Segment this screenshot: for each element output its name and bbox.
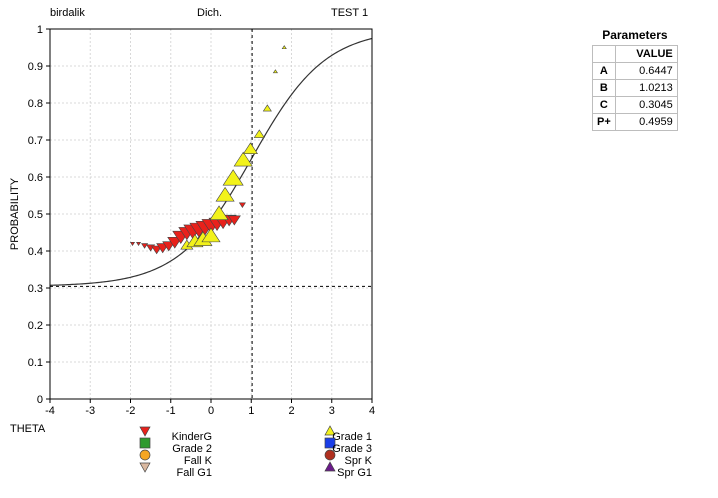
corner-cell [592, 45, 616, 63]
data-point-grade-1 [253, 129, 265, 138]
param-label: P+ [592, 113, 616, 131]
triangle-up-marker-icon [324, 461, 336, 476]
x-tick-label: -1 [166, 405, 176, 417]
header-right: TEST 1 [331, 7, 369, 19]
legend-label: Spr G1 [337, 467, 372, 479]
data-point-grade-1 [201, 227, 221, 243]
legend-label: Spr K [344, 455, 372, 467]
parameters-table: Parameters VALUE A 0.6447 B 1.0213 C 0.3… [592, 27, 678, 131]
y-tick-label: 0.7 [28, 135, 43, 147]
data-points [129, 45, 287, 255]
legend-label: Fall G1 [176, 467, 212, 479]
y-axis-label: PROBABILITY [9, 177, 21, 250]
y-tick-label: 1 [37, 24, 43, 36]
x-tick-label: -2 [126, 405, 136, 417]
data-point-kinderg [141, 243, 149, 249]
data-point-grade-1 [262, 104, 272, 112]
square-marker-icon [139, 437, 151, 452]
data-point-kinderg [227, 215, 241, 226]
param-value: 0.3045 [614, 96, 678, 114]
param-row: P+ 0.4959 [592, 113, 678, 131]
square-marker-icon [324, 437, 336, 452]
legend-label: KinderG [171, 431, 212, 443]
x-tick-label: 4 [369, 405, 375, 417]
x-tick-label: 1 [248, 405, 254, 417]
param-label: C [592, 96, 616, 114]
legend-label: Grade 3 [332, 443, 372, 455]
grid-lines [50, 29, 372, 399]
data-point-grade-1 [215, 186, 235, 202]
y-tick-label: 0.9 [28, 61, 43, 73]
y-tick-label: 0.2 [28, 320, 43, 332]
data-point-grade-1 [272, 69, 278, 74]
circle-marker-icon [139, 449, 151, 464]
data-point-grade-1 [222, 169, 244, 186]
x-tick-label: -3 [85, 405, 95, 417]
parameters-title: Parameters [602, 28, 668, 42]
param-label: B [592, 79, 616, 97]
triangle-down-marker-icon [139, 461, 151, 476]
value-header: VALUE [614, 45, 678, 63]
data-point-kinderg [135, 242, 142, 246]
y-tick-label: 0.6 [28, 172, 43, 184]
data-point-kinderg [162, 241, 176, 252]
y-tick-label: 0.8 [28, 98, 43, 110]
y-tick-label: 0.1 [28, 357, 43, 369]
param-value: 0.4959 [614, 113, 678, 131]
param-row: C 0.3045 [592, 96, 678, 114]
param-value: 0.6447 [614, 62, 678, 80]
y-tick-label: 0 [37, 394, 43, 406]
param-row: B 1.0213 [592, 79, 678, 97]
y-tick-label: 0.4 [28, 246, 43, 258]
y-tick-label: 0.3 [28, 283, 43, 295]
x-axis-label: THETA [10, 423, 46, 435]
header-left: birdalik [50, 7, 85, 19]
data-point-grade-1 [281, 45, 287, 50]
data-point-kinderg [151, 245, 163, 255]
legend-label: Fall K [183, 455, 212, 467]
circle-marker-icon [324, 449, 336, 464]
legend-label: Grade 1 [332, 431, 372, 443]
x-tick-label: -4 [45, 405, 55, 417]
axis-ticks: -4 -3 -2 -1 0 1 2 3 4 0 0.1 0.2 0.3 0.4 0.5 0.6 0.7 0.8 0.… [28, 24, 375, 417]
triangle-down-marker-icon [139, 425, 151, 440]
x-tick-label: 2 [288, 405, 294, 417]
param-row: A 0.6447 [592, 62, 678, 80]
legend-label: Grade 2 [172, 443, 212, 455]
x-tick-label: 3 [329, 405, 335, 417]
data-point-grade-1 [209, 205, 229, 220]
triangle-up-marker-icon [324, 425, 336, 440]
y-tick-label: 0.5 [28, 209, 43, 221]
data-point-kinderg [129, 242, 136, 246]
data-point-grade-1 [233, 151, 253, 167]
data-point-kinderg [238, 202, 246, 208]
x-tick-label: 0 [208, 405, 214, 417]
param-value: 1.0213 [614, 79, 678, 97]
header-center: Dich. [197, 7, 223, 19]
param-label: A [592, 62, 616, 80]
data-point-grade-1 [242, 142, 258, 154]
